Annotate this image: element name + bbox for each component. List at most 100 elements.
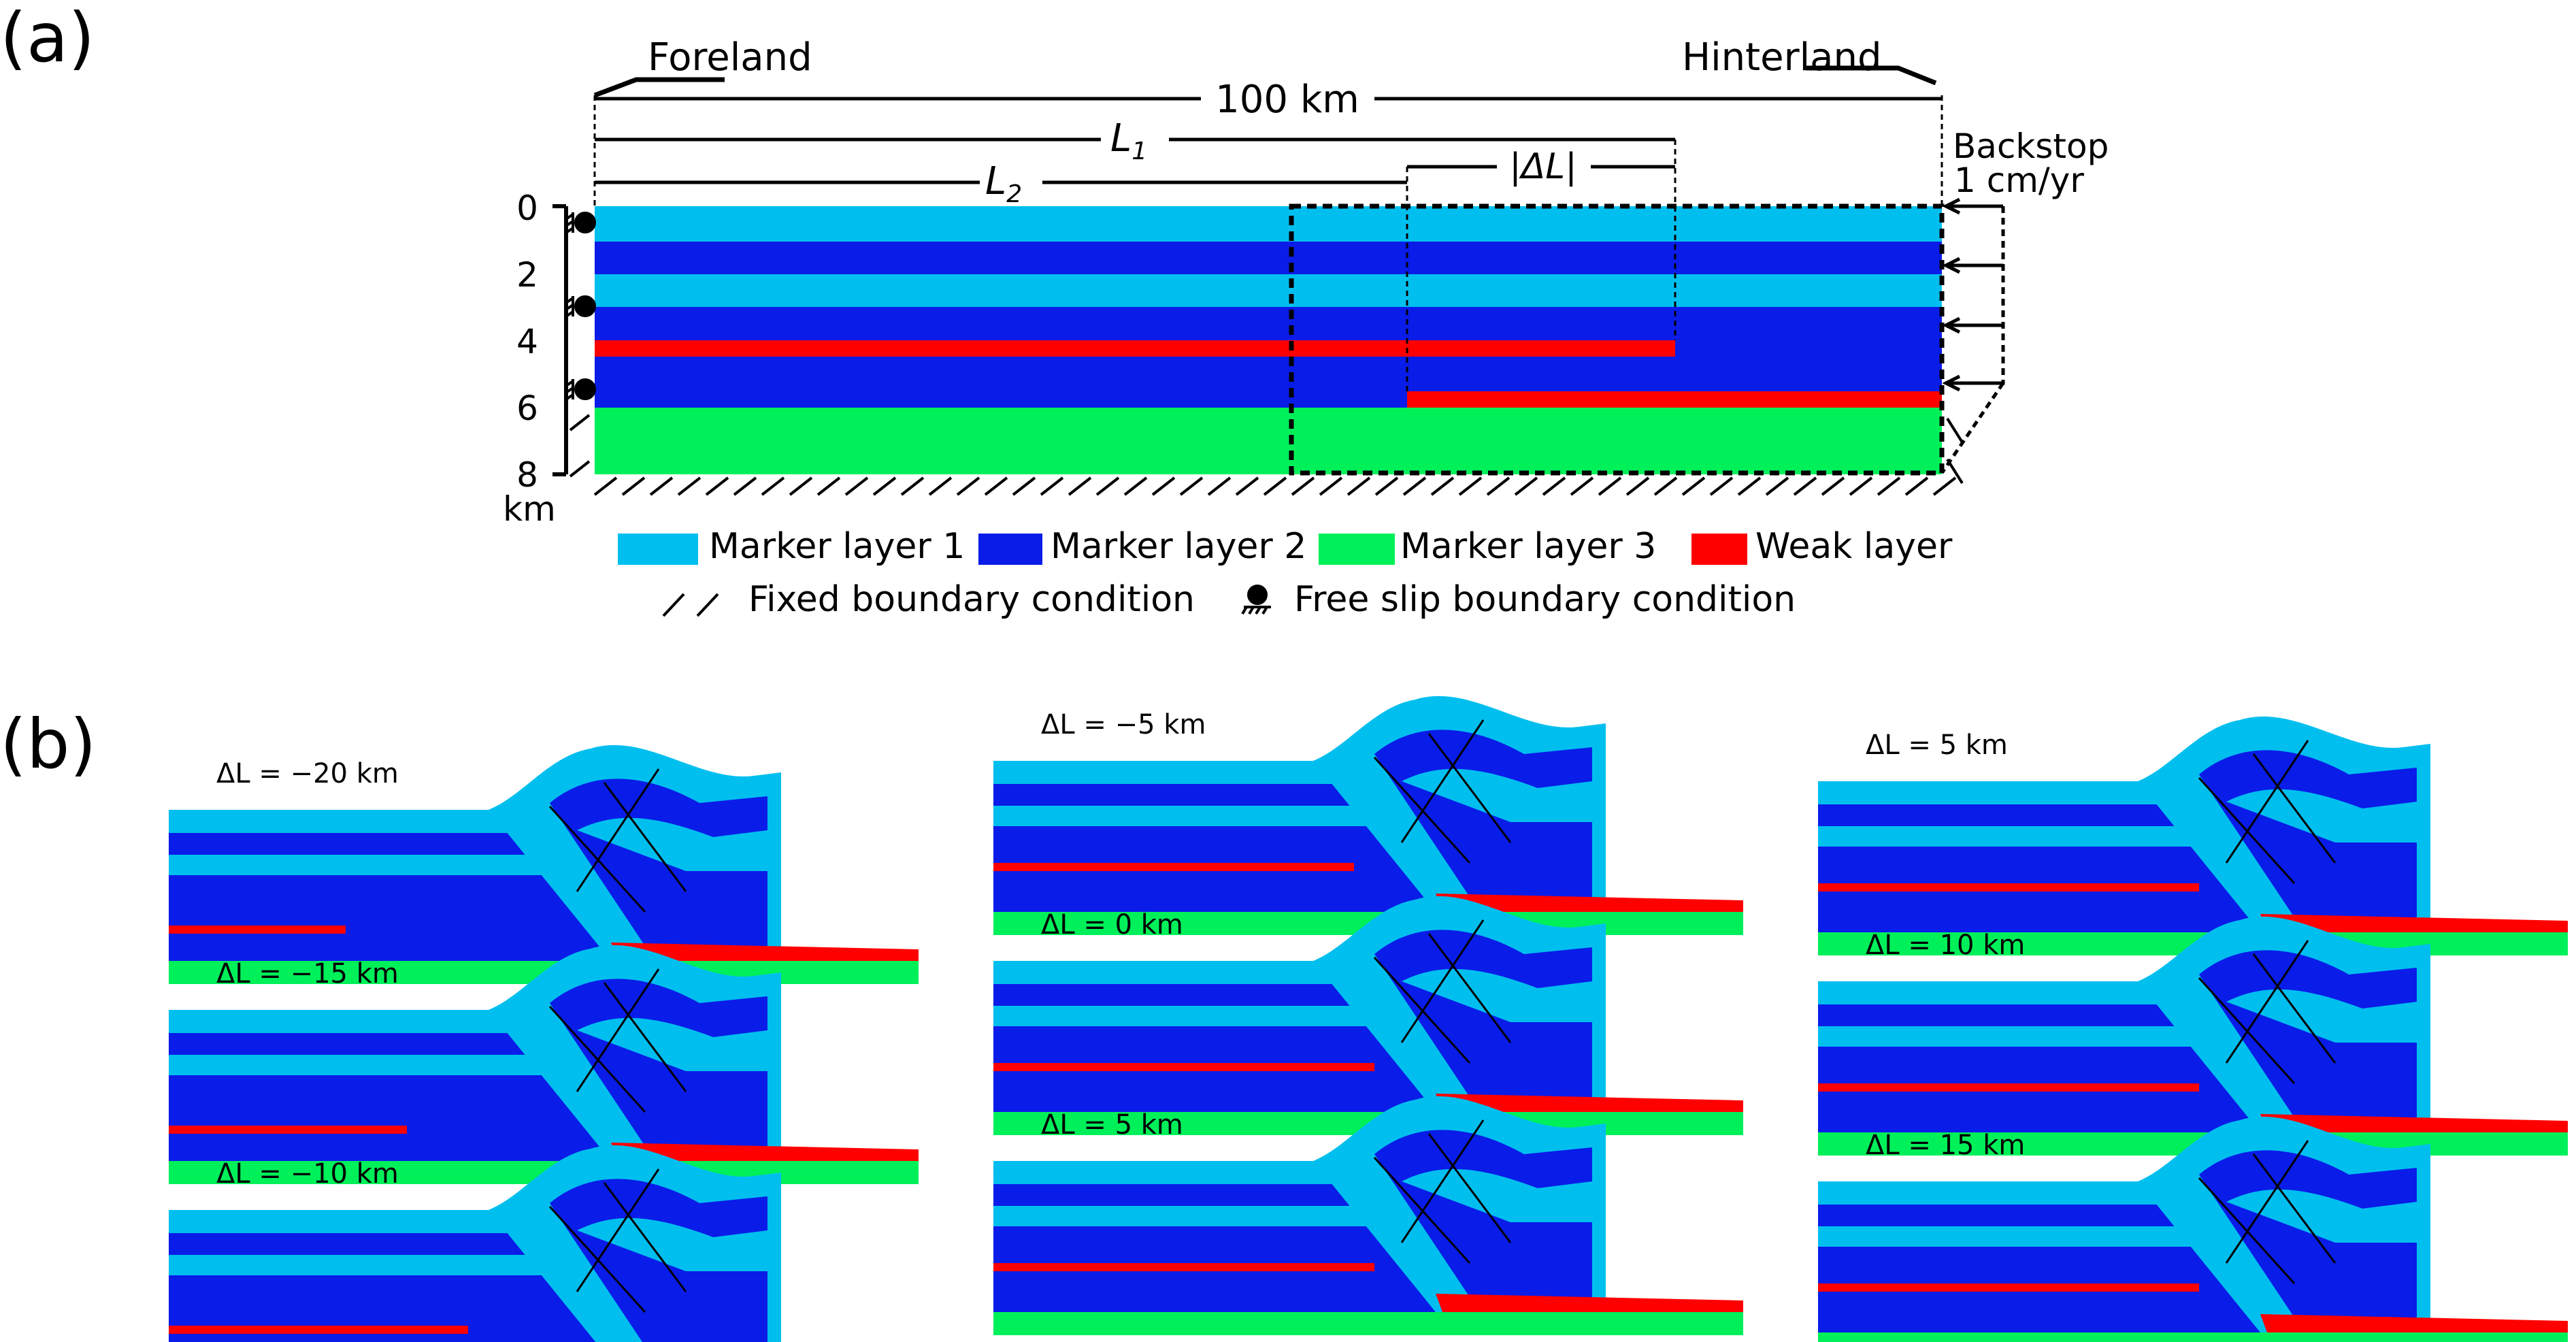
model-detachment (1436, 1294, 1743, 1312)
model-detachment (2260, 1314, 2568, 1332)
l1-label: L1 (1110, 116, 1147, 165)
model-weak-layer (169, 1326, 468, 1334)
legend-fixed: Fixed boundary condition (748, 579, 1195, 620)
model-results: ΔL = −20 km ΔL = −15 km ΔL = −10 km ΔL = −5… (169, 695, 2568, 1342)
depth-tick-0: 0 (516, 189, 538, 228)
model-weak-layer (1818, 883, 2199, 891)
model-label: ΔL = −5 km (1041, 709, 1206, 740)
fixed-boundary-hatching (593, 476, 1957, 496)
model-panel: ΔL = 10 km (1818, 916, 2568, 1156)
depth-unit: km (503, 489, 556, 529)
hinterland-arrow (1806, 65, 1937, 86)
model-panel: ΔL = −10 km (169, 1145, 781, 1342)
model-label: ΔL = 10 km (1866, 930, 2025, 961)
model-panel: ΔL = 15 km (1818, 1116, 2568, 1342)
model-detachment (611, 1143, 919, 1161)
model-faults (1373, 919, 1512, 1064)
legend: Marker layer 1 Marker layer 2 Marker lay… (618, 526, 1953, 620)
model-detachment (2260, 1114, 2568, 1132)
model-detachment (1436, 1094, 1743, 1112)
backstop-arrows (1940, 197, 2005, 474)
depth-tick-4: 4 (516, 322, 538, 361)
model-label: ΔL = 5 km (1866, 730, 2008, 761)
model-label: ΔL = −10 km (216, 1158, 399, 1190)
dl-label: |ΔL| (1509, 146, 1577, 187)
weak-layer-upper (595, 340, 1675, 357)
model-detachment (2260, 914, 2568, 932)
model-faults (548, 1168, 687, 1313)
marker-layer-1-top (595, 206, 1942, 242)
model-wedge-band (1402, 968, 1592, 1022)
model-weak-layer (169, 926, 346, 934)
model-panel: ΔL = −5 km (993, 695, 1743, 935)
model-panel: ΔL = 0 km (993, 896, 1743, 1135)
model-wedge-band (577, 1017, 767, 1071)
model-label: ΔL = 5 km (1041, 1109, 1183, 1141)
model-faults (2198, 1140, 2336, 1285)
model-panel: ΔL = −20 km (169, 744, 919, 984)
marker-layer-2-upper (595, 242, 1942, 274)
model-wedge-band (577, 817, 767, 871)
model-weak-layer (993, 1063, 1374, 1071)
model-faults (2198, 940, 2336, 1085)
legend-marker1: Marker layer 1 (709, 526, 965, 567)
model-wedge-band (1402, 1168, 1592, 1222)
detail-box (1289, 203, 1945, 476)
legend-swatch-marker2 (978, 534, 1042, 565)
model-label: ΔL = −20 km (216, 758, 399, 789)
model-panel: ΔL = 5 km (1818, 716, 2568, 955)
width-label: 100 km (1215, 78, 1359, 122)
model-weak-layer (1818, 1283, 2199, 1292)
model-basement (993, 1312, 1743, 1335)
legend-weak: Weak layer (1755, 526, 1953, 567)
model-weak-layer (993, 1263, 1374, 1271)
hinterland-label: Hinterland (1682, 35, 1882, 80)
model-detachment (611, 943, 919, 961)
model-weak-layer (169, 1126, 407, 1134)
backstop-label: Backstop (1953, 127, 2109, 166)
model-label: ΔL = −15 km (216, 958, 399, 989)
model-wedge-band (2226, 789, 2417, 842)
model-faults (2198, 740, 2336, 885)
marker-layer-2-lower (595, 307, 1942, 408)
model-wedge-band (1402, 768, 1592, 822)
depth-tick-8: 8 (516, 455, 538, 495)
l2-label: L2 (985, 159, 1022, 208)
free-slip-symbols (565, 212, 596, 401)
free-slip-icon (1241, 585, 1271, 615)
panel-label-a: (a) (0, 0, 95, 78)
panel-label-b: (b) (0, 704, 97, 784)
marker-layer-3 (595, 408, 1942, 474)
foreland-arrow (593, 77, 725, 98)
marker-layer-1-middle (595, 274, 1942, 307)
model-basement (1818, 1332, 2568, 1342)
model-faults (1373, 719, 1512, 864)
weak-layer-lower (1407, 391, 1942, 408)
model-wedge-band (2226, 989, 2417, 1043)
depth-tick-2: 2 (516, 255, 538, 295)
fixed-boundary-icon (662, 593, 719, 617)
depth-axis: 0 2 4 6 8 km (503, 189, 568, 529)
model-weak-layer (1818, 1083, 2199, 1092)
model-wedge-band (2226, 1189, 2417, 1243)
legend-swatch-marker3 (1319, 534, 1395, 565)
legend-swatch-weak (1691, 534, 1747, 565)
legend-marker2: Marker layer 2 (1051, 526, 1306, 567)
model-detachment (1436, 894, 1743, 912)
model-setup-diagram: 100 km L1 L2 |ΔL| Foreland Hinterland Ba… (503, 35, 2109, 529)
model-wedge-band (577, 1217, 767, 1271)
velocity-label: 1 cm/yr (1954, 161, 2084, 200)
model-weak-layer (993, 863, 1354, 871)
foreland-label: Foreland (648, 35, 812, 80)
model-faults (1373, 1119, 1512, 1264)
model-faults (548, 768, 687, 913)
legend-marker3: Marker layer 3 (1400, 526, 1656, 567)
depth-tick-6: 6 (516, 389, 538, 428)
model-label: ΔL = 0 km (1041, 909, 1183, 940)
legend-swatch-marker1 (618, 534, 698, 565)
model-faults (548, 968, 687, 1113)
legend-free: Free slip boundary condition (1294, 579, 1796, 620)
model-label: ΔL = 15 km (1866, 1130, 2025, 1161)
model-panel: ΔL = 5 km (993, 1096, 1743, 1335)
